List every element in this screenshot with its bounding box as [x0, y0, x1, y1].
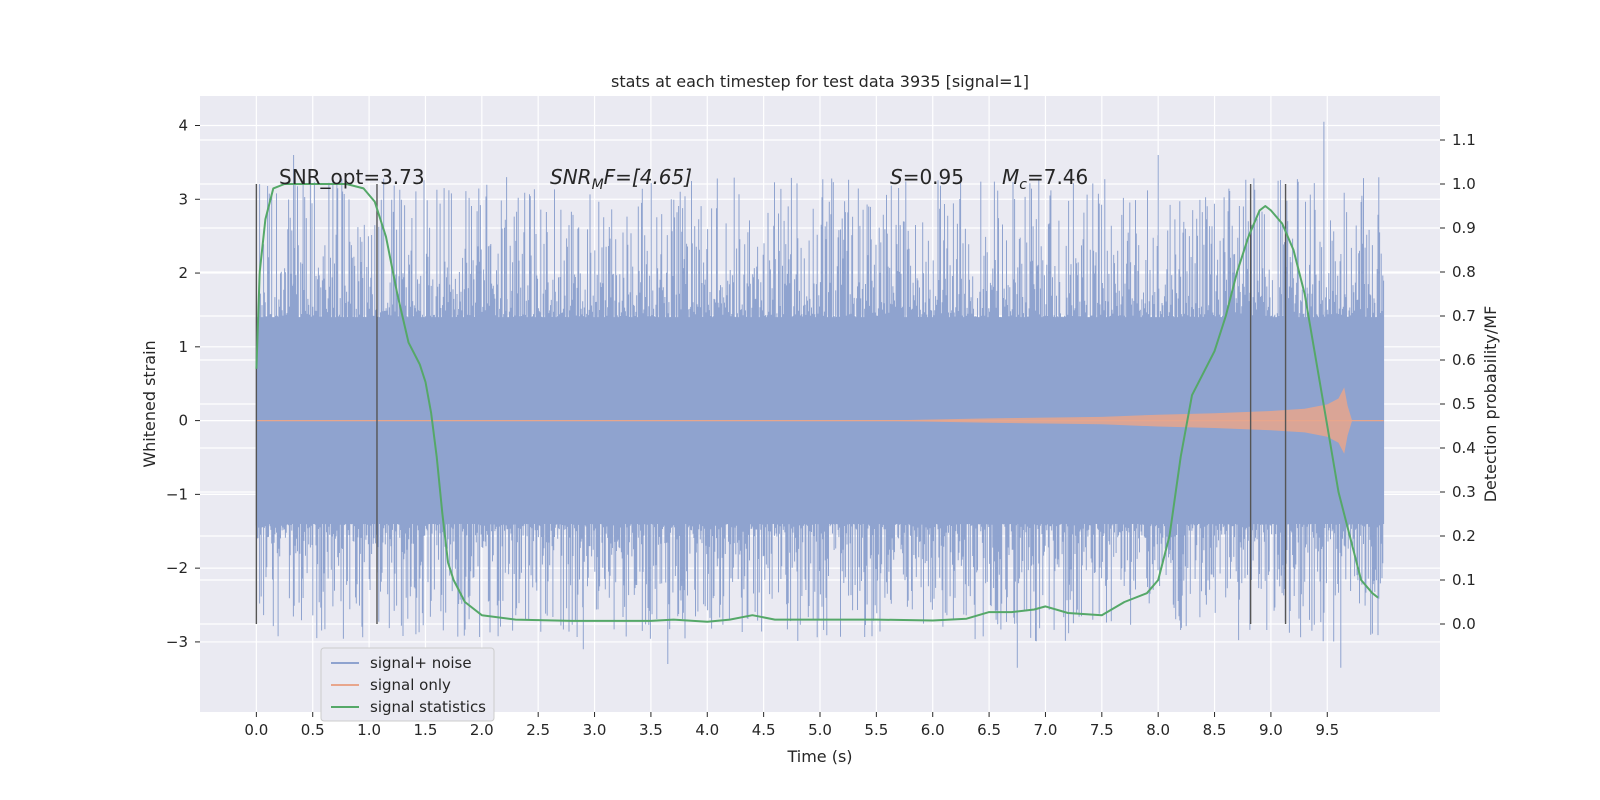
x-tick-label: 0.0 [244, 721, 268, 739]
y-tick-label: 4 [178, 117, 188, 135]
x-tick-label: 2.5 [526, 721, 550, 739]
y-right-tick-label: 0.8 [1452, 263, 1476, 281]
x-tick-label: 5.5 [864, 721, 888, 739]
s-annotation: S=0.95 [890, 165, 964, 189]
x-tick-label: 3.0 [583, 721, 607, 739]
y-right-tick-label: 0.6 [1452, 351, 1476, 369]
axis-ticks: 0.0 0.5 1.0 1.5 2.0 2.5 3.0 3.5 4.0 4.5 5.0 5.5 6.0 6… [166, 117, 1476, 739]
x-tick-label: 7.5 [1090, 721, 1114, 739]
snr-opt-annotation: SNR_opt=3.73 [279, 165, 425, 189]
chart-title: stats at each timestep for test data 393… [611, 72, 1029, 91]
legend: signal+ noise signal only signal statist… [320, 647, 495, 722]
y-tick-label: 3 [178, 190, 188, 208]
x-tick-label: 1.0 [357, 721, 381, 739]
x-tick-label: 8.0 [1146, 721, 1170, 739]
y-right-tick-label: 1.0 [1452, 175, 1476, 193]
y-right-tick-label: 0.5 [1452, 395, 1476, 413]
y-tick-label: 2 [178, 264, 188, 282]
snr-mf-annotation: SNRMF=[4.65] [550, 165, 692, 193]
y-right-axis-label: Detection probability/MF [1481, 306, 1500, 503]
x-tick-label: 6.5 [977, 721, 1001, 739]
y-tick-label: 1 [178, 338, 188, 356]
y-tick-label: −2 [166, 559, 188, 577]
y-tick-label: −1 [166, 485, 188, 503]
x-tick-label: 9.0 [1259, 721, 1283, 739]
x-tick-label: 6.0 [921, 721, 945, 739]
x-tick-label: 4.0 [695, 721, 719, 739]
x-tick-label: 2.0 [470, 721, 494, 739]
y-tick-label: −3 [166, 633, 188, 651]
x-tick-label: 4.5 [752, 721, 776, 739]
x-tick-label: 0.5 [301, 721, 325, 739]
y-right-tick-label: 0.1 [1452, 571, 1476, 589]
legend-box [320, 647, 495, 722]
y-right-tick-label: 0.4 [1452, 439, 1476, 457]
x-tick-label: 9.5 [1315, 721, 1339, 739]
y-tick-label: 0 [178, 412, 188, 430]
y-right-tick-label: 0.7 [1452, 307, 1476, 325]
x-tick-label: 1.5 [414, 721, 438, 739]
x-tick-label: 7.0 [1034, 721, 1058, 739]
y-right-tick-label: 0.3 [1452, 483, 1476, 501]
mc-annotation: Mc=7.46 [1002, 165, 1088, 193]
signal-only-series [256, 387, 1384, 454]
legend-label-signal-statistics: signal statistics [370, 698, 486, 716]
y-right-tick-label: 0.0 [1452, 615, 1476, 633]
y-axis-label: Whitened strain [140, 340, 159, 467]
y-right-tick-label: 0.2 [1452, 527, 1476, 545]
signal-statistics-series [255, 183, 1379, 623]
y-right-tick-label: 1.1 [1452, 131, 1476, 149]
x-tick-label: 3.5 [639, 721, 663, 739]
legend-label-signal-only: signal only [370, 676, 451, 694]
x-tick-label: 5.0 [808, 721, 832, 739]
signal-statistics-line [255, 183, 1379, 623]
x-axis-label: Time (s) [786, 747, 852, 766]
y-right-tick-label: 0.9 [1452, 219, 1476, 237]
x-tick-label: 8.5 [1203, 721, 1227, 739]
legend-label-signal-noise: signal+ noise [370, 654, 472, 672]
vertical-markers [255, 184, 1287, 624]
